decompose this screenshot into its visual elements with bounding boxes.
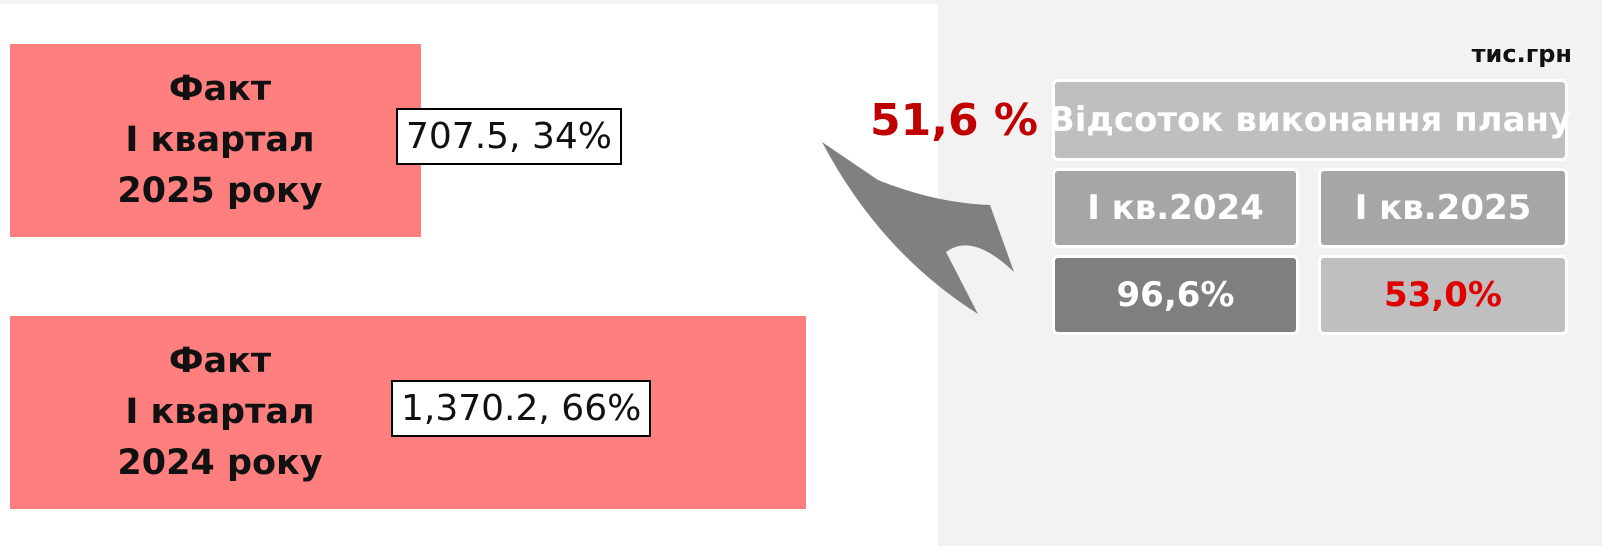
table-cell: 96,6% [1052, 255, 1299, 335]
column-header: І кв.2025 [1318, 168, 1568, 248]
category-label: Факт І квартал 2024 року [117, 341, 323, 483]
bar [10, 44, 421, 237]
data-label: 1,370.2, 66% [391, 380, 652, 437]
column-header: І кв.2024 [1052, 168, 1299, 248]
arrow [822, 142, 1014, 314]
annotation: 51,6 % [870, 95, 1038, 146]
data-label: 707.5, 34% [396, 108, 622, 165]
unit-label: тис.грн [1471, 40, 1572, 68]
category-label: Факт І квартал 2025 року [117, 69, 323, 211]
table-title: Відсоток виконання плану [1049, 79, 1571, 161]
table-cell: 53,0% [1318, 255, 1568, 335]
